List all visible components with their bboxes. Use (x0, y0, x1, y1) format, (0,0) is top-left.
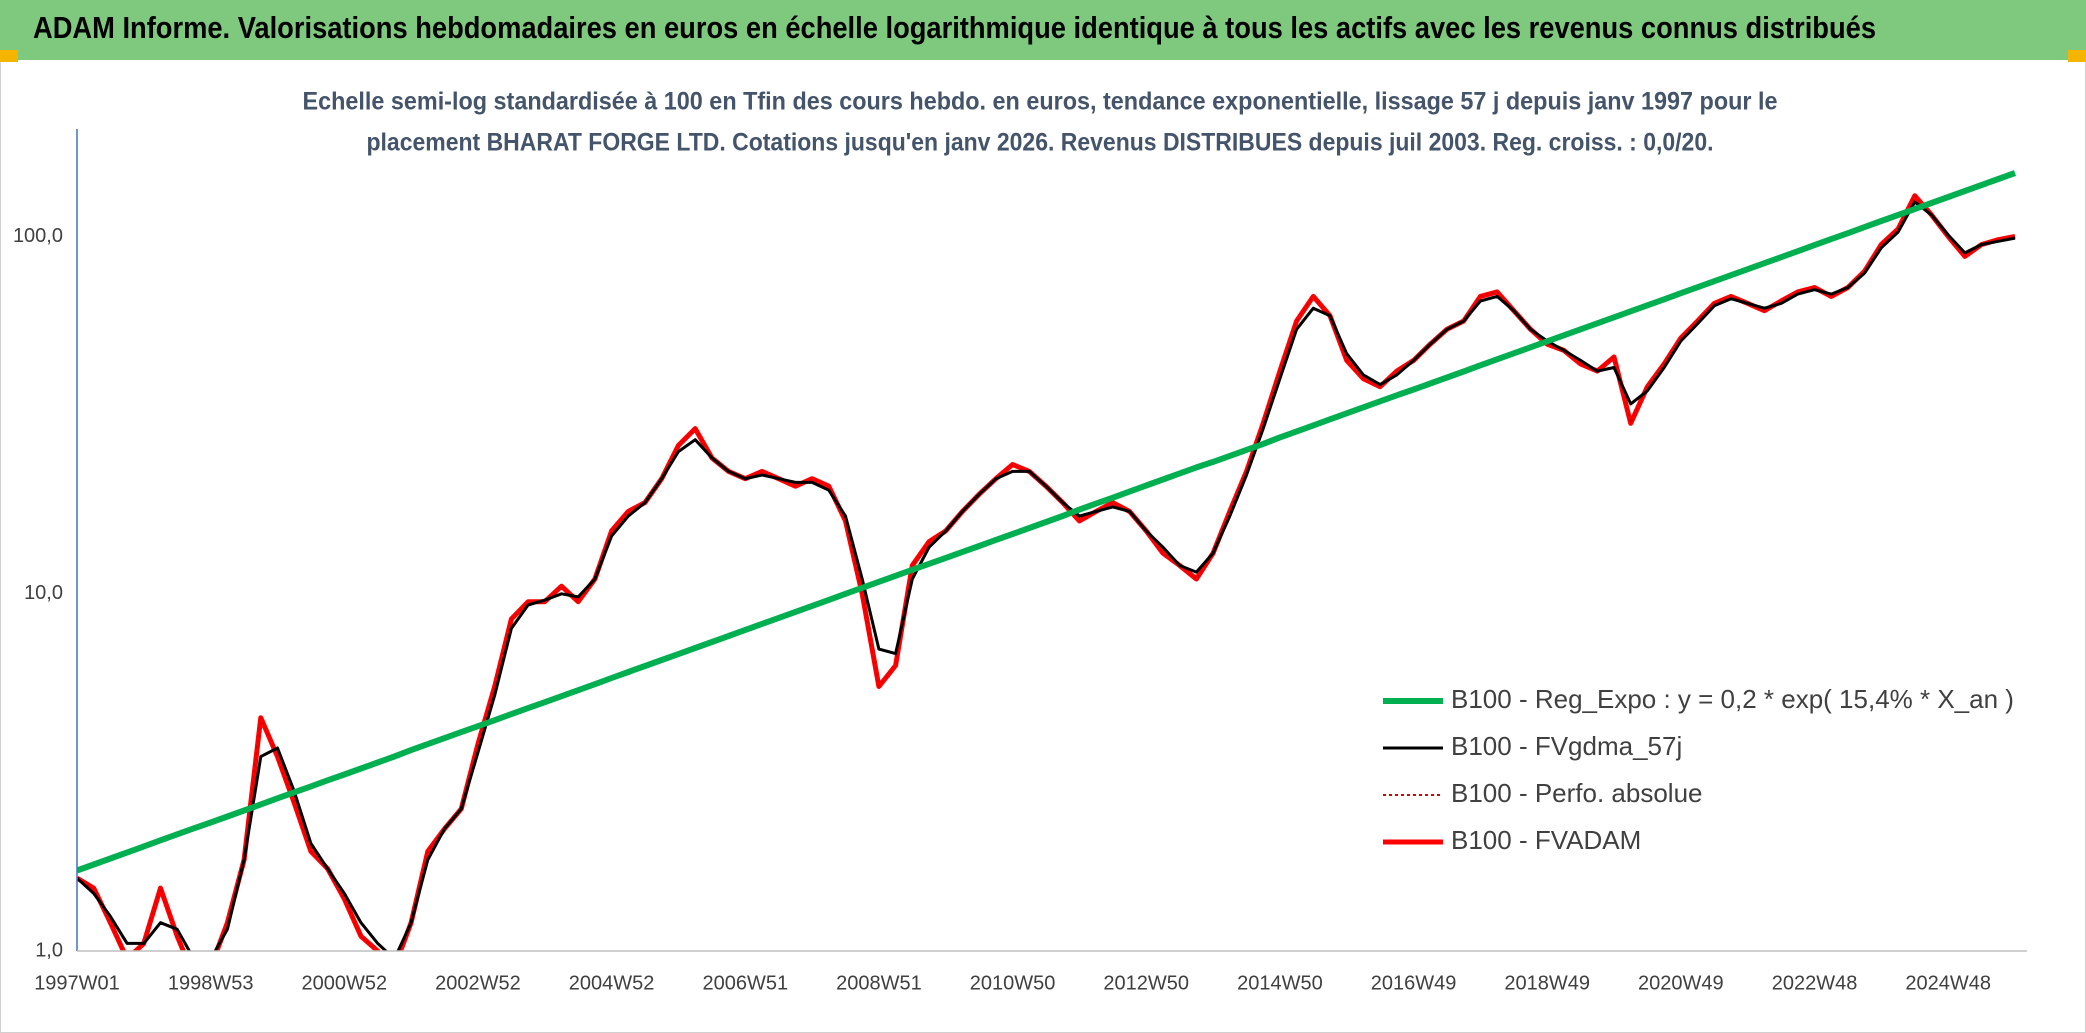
x-tick-label: 2018W49 (1504, 972, 1590, 994)
y-tick-label: 10,0 (24, 582, 63, 604)
x-tick-label: 2010W50 (970, 972, 1056, 994)
legend-label: B100 - Perfo. absolue (1451, 778, 1703, 808)
x-tick-label: 2022W48 (1772, 972, 1858, 994)
x-tick-label: 2006W51 (702, 972, 788, 994)
y-tick-label: 1,0 (35, 939, 63, 961)
x-tick-label: 2002W52 (435, 972, 521, 994)
chart-subtitle: Echelle semi-log standardisée à 100 en T… (303, 88, 1778, 116)
x-tick-label: 2016W49 (1371, 972, 1457, 994)
banner (0, 0, 2086, 60)
legend: B100 - Reg_Expo : y = 0,2 * exp( 15,4% *… (1383, 684, 2014, 855)
x-tick-label: 2008W51 (836, 972, 922, 994)
legend-label: B100 - FVADAM (1451, 825, 1641, 855)
x-tick-label: 1998W53 (168, 972, 254, 994)
labels: 1,0 10,0 100,0 1997W01 1998W53 2000W52 2002W52… (13, 225, 1991, 994)
chart-subtitle: placement BHARAT FORGE LTD. Cotations ju… (367, 129, 1714, 157)
x-tick-label: 1997W01 (34, 972, 120, 994)
x-tick-label: 2000W52 (301, 972, 387, 994)
x-tick-label: 2012W50 (1103, 972, 1189, 994)
x-tick-label: 2004W52 (569, 972, 655, 994)
plot (77, 170, 2017, 951)
x-tick-label: 2024W48 (1905, 972, 1991, 994)
page-title: ADAM Informe. Valorisations hebdomadaire… (33, 10, 1876, 45)
x-tick-label: 2020W49 (1638, 972, 1724, 994)
x-tick-label: 2014W50 (1237, 972, 1323, 994)
corner (2068, 50, 2086, 62)
corner (0, 50, 18, 62)
y-tick-label: 100,0 (13, 225, 63, 247)
legend-label: B100 - FVgdma_57j (1451, 731, 1682, 761)
legend-label: B100 - Reg_Expo : y = 0,2 * exp( 15,4% *… (1451, 684, 2014, 714)
series-line (77, 170, 2017, 874)
series-line (77, 200, 2016, 951)
